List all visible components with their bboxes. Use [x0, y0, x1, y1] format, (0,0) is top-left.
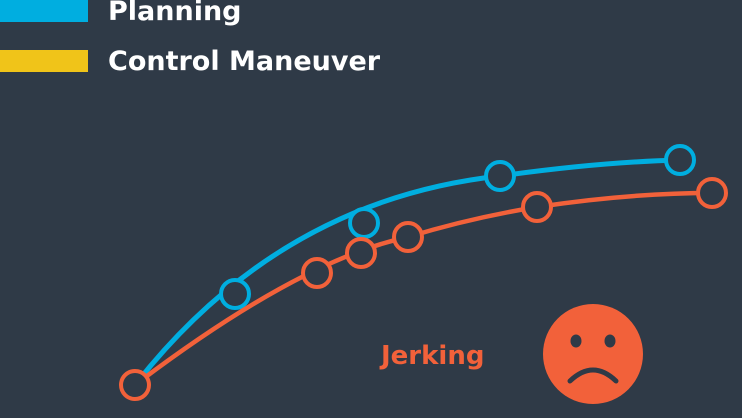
right-eye: [604, 334, 616, 348]
legend-item-planning: Planning: [0, 0, 242, 27]
planned-waypoint: [219, 278, 251, 310]
frown-mouth: [567, 367, 619, 384]
planned-curve: [132, 157, 683, 388]
legend-label-control-maneuver: Control Maneuver: [108, 46, 381, 77]
actual-waypoint: [696, 177, 728, 209]
face-circle: [543, 304, 643, 404]
planned-waypoint: [348, 207, 380, 239]
actual-curve: [132, 190, 715, 388]
legend-swatch-control-maneuver: [0, 50, 88, 72]
planned-trajectory: [132, 144, 696, 388]
legend-swatch-planning: [0, 0, 88, 22]
legend: Planning Control Maneuver: [0, 0, 381, 77]
actual-waypoint: [301, 257, 333, 289]
legend-item-control-maneuver: Control Maneuver: [0, 46, 381, 77]
sad-face-icon: [543, 304, 643, 404]
actual-waypoint: [392, 221, 424, 253]
jerking-label: Jerking: [379, 341, 484, 371]
legend-label-planning: Planning: [108, 0, 242, 27]
planned-waypoint: [484, 160, 516, 192]
left-eye: [570, 334, 582, 348]
actual-trajectory: [119, 177, 728, 401]
actual-waypoint: [521, 191, 553, 223]
actual-waypoint: [345, 237, 377, 269]
planned-waypoint: [664, 144, 696, 176]
actual-waypoint: [119, 369, 151, 401]
